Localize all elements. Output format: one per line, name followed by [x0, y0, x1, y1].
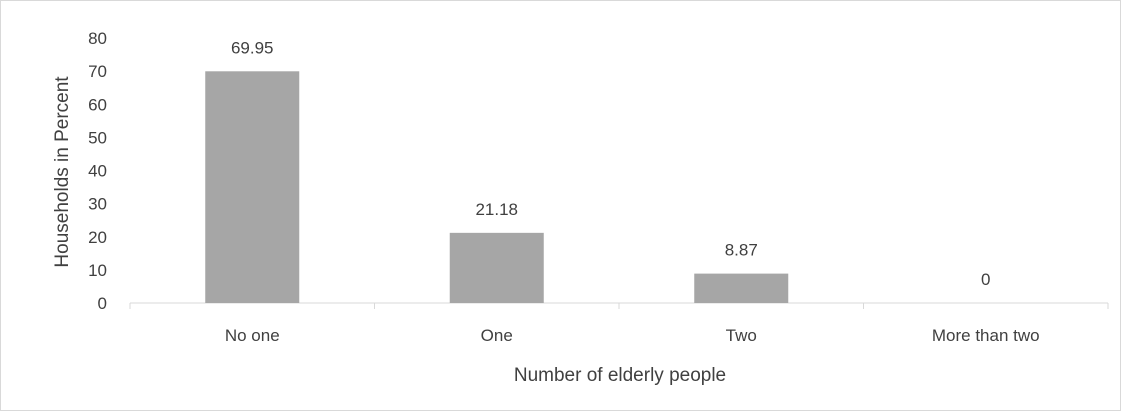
data-labels: 69.95 21.18 8.87 0 — [231, 38, 991, 289]
bar — [205, 71, 300, 304]
data-label: 0 — [981, 270, 990, 289]
bar — [694, 273, 789, 303]
data-label: 69.95 — [231, 38, 274, 57]
y-tick-label: 30 — [88, 195, 107, 214]
y-tick-label: 80 — [88, 29, 107, 48]
x-tick-label: One — [481, 326, 513, 345]
y-tick-label: 20 — [88, 228, 107, 247]
x-axis-tick-labels: No one One Two More than two — [225, 326, 1040, 345]
y-tick-label: 0 — [98, 294, 107, 313]
data-label: 8.87 — [725, 241, 758, 260]
x-axis-title: Number of elderly people — [514, 365, 726, 386]
y-axis-ticks: 0 10 20 30 40 50 60 70 80 — [88, 29, 107, 313]
x-axis — [129, 302, 1109, 309]
y-tick-label: 50 — [88, 128, 107, 147]
bars — [205, 71, 789, 304]
x-tick-label: No one — [225, 326, 280, 345]
bar — [449, 232, 544, 303]
x-tick-label: Two — [726, 326, 757, 345]
y-tick-label: 10 — [88, 261, 107, 280]
y-tick-label: 70 — [88, 62, 107, 81]
y-tick-label: 60 — [88, 95, 107, 114]
y-axis-title: Households in Percent — [52, 76, 73, 268]
y-tick-label: 40 — [88, 162, 107, 181]
data-label: 21.18 — [475, 200, 518, 219]
x-tick-label: More than two — [932, 326, 1040, 345]
